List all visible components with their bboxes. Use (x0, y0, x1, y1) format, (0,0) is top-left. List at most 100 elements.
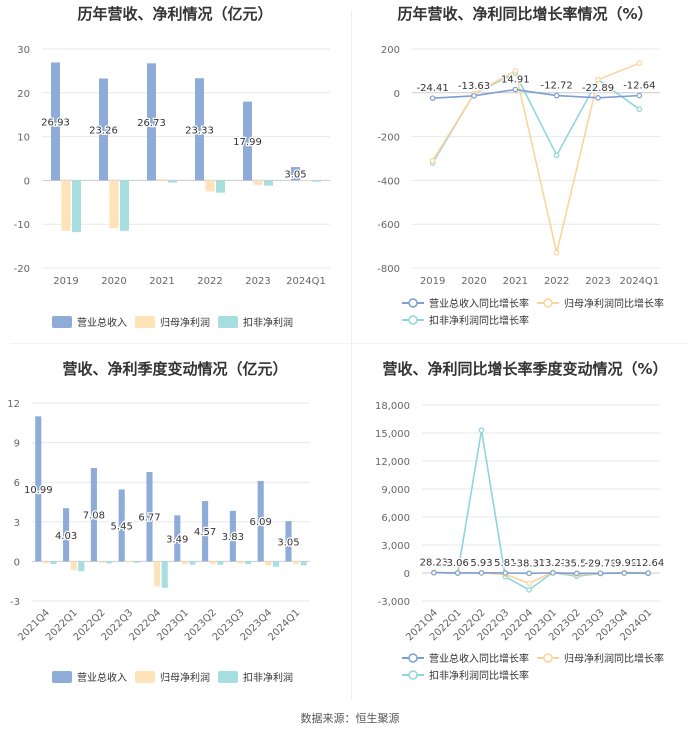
y-tick-label: -400 (377, 176, 400, 187)
quarterly-growth-panel: 营收、净利同比增长率季度变动情况（%） -3,000 0 3,000 6,000 9,0… (350, 355, 700, 710)
legend-label: 扣非净利润同比增长率 (429, 669, 529, 682)
legend-label: 营业总收入 (77, 316, 127, 329)
bar-0 (285, 521, 292, 562)
legend-label: 营业总收入同比增长率 (429, 297, 529, 310)
data-label: 14.91 (501, 75, 530, 86)
bar-2 (168, 180, 177, 183)
bar-1 (209, 561, 216, 565)
x-tick-label: 2024Q1 (619, 276, 659, 287)
legend-label: 归母净利润 (160, 316, 210, 329)
data-label: -38.37 (513, 558, 545, 569)
bar-0 (99, 78, 108, 181)
bar-1 (253, 180, 263, 185)
data-label: 3.49 (166, 534, 188, 545)
legend-label: 营业总收入同比增长率 (429, 652, 529, 665)
legend-label: 营业总收入 (77, 671, 127, 684)
legend-swatch (135, 671, 155, 683)
data-label: 3.83 (222, 532, 244, 543)
bar-1 (237, 561, 244, 564)
series-line-1 (431, 62, 640, 253)
bar-1 (265, 561, 272, 566)
bar-0 (174, 515, 181, 562)
data-label: -35.51 (561, 558, 593, 569)
series-point-0 (595, 95, 601, 101)
series-point-0 (636, 92, 643, 99)
bar-0 (147, 63, 156, 181)
legend-marker (543, 298, 553, 308)
quarterly-revenue-profit-panel: 营收、净利季度变动情况（亿元） -3 0 3 6 9 12 2021Q4 2022Q1 2022… (0, 355, 350, 710)
y-tick-label: 9 (14, 439, 20, 450)
data-label: 23.33 (185, 125, 214, 136)
x-tick-label: 2022 (544, 276, 569, 287)
bar-0 (202, 501, 209, 562)
data-label: 6.77 (138, 513, 160, 524)
y-tick-label: 20 (17, 89, 30, 100)
series-point-0 (573, 570, 580, 577)
data-label: -24.41 (417, 83, 449, 94)
legend-marker (408, 298, 418, 308)
legend-label: 扣非净利润同比增长率 (429, 314, 529, 327)
x-tick-label: 2020 (101, 276, 126, 287)
series-point-0 (454, 570, 461, 576)
y-tick-label: -3 (10, 597, 20, 608)
bar-2 (50, 561, 57, 565)
data-label: -9.98 (611, 558, 637, 569)
bar-0 (195, 78, 204, 181)
legend-swatch (218, 316, 238, 328)
y-tick-label: 3,000 (381, 541, 410, 552)
bar-1 (293, 561, 300, 565)
x-tick-label: 2019 (420, 276, 445, 287)
x-tick-label: 2022 (197, 276, 222, 287)
bar-0 (35, 416, 42, 562)
y-tick-label: 9,000 (381, 485, 410, 496)
bar-1 (126, 561, 133, 563)
data-source-footer: 数据来源：恒生聚源 (300, 712, 400, 725)
bar-2 (272, 561, 279, 567)
data-label: 4.57 (194, 527, 216, 538)
legend-swatch (218, 671, 238, 683)
y-tick-label: 10 (17, 133, 30, 144)
y-tick-label: -20 (14, 264, 30, 275)
series-point-2 (636, 106, 643, 113)
legend-swatch (52, 316, 72, 328)
bar-1 (154, 561, 161, 587)
bar-2 (264, 180, 273, 186)
chart-title: 历年营收、净利同比增长率情况（%） (397, 5, 653, 23)
quarterly-growth-chart: -3,000 0 3,000 6,000 9,000 12,000 15,000 18,000… (375, 401, 665, 682)
data-label: 5.93 (470, 558, 492, 569)
data-label: -12.72 (541, 81, 573, 92)
series-point-0 (502, 570, 509, 576)
series-point-0 (645, 570, 651, 576)
bar-0 (257, 481, 264, 562)
y-tick-label: -10 (14, 220, 30, 231)
data-label: 28.23 (420, 558, 449, 569)
series-line-0 (432, 88, 640, 99)
quarterly-revenue-profit-chart: -30369122021Q42022Q12022Q22022Q32022Q420… (7, 399, 310, 684)
chart-title: 历年营收、净利情况（亿元） (77, 5, 273, 23)
bar-0 (291, 167, 300, 181)
data-label: 13.21 (539, 558, 568, 569)
y-tick-label: 30 (17, 45, 30, 56)
y-tick-label: -800 (377, 264, 400, 275)
series-point-0 (471, 92, 477, 99)
x-tick-label: 2023 (585, 276, 610, 287)
bar-0 (118, 489, 125, 562)
bar-1 (42, 561, 49, 564)
x-tick-label: 2021 (149, 276, 174, 287)
bar-0 (229, 510, 236, 562)
data-label: 7.08 (83, 511, 105, 522)
data-label: 26.73 (137, 118, 166, 129)
data-label: -22.89 (582, 83, 614, 94)
bar-2 (161, 561, 168, 588)
data-label: -29.70 (584, 558, 616, 569)
data-label: -13.63 (458, 81, 490, 92)
data-label: 5.81 (494, 558, 516, 569)
y-tick-label: -3,000 (378, 597, 410, 608)
y-tick-label: 0 (14, 557, 20, 568)
legend-label: 扣非净利润 (243, 316, 293, 329)
series-point-1 (512, 68, 519, 74)
y-tick-label: 18,000 (375, 401, 410, 412)
bar-2 (189, 561, 196, 565)
bar-2 (312, 180, 321, 182)
data-label: 23.26 (89, 125, 118, 136)
